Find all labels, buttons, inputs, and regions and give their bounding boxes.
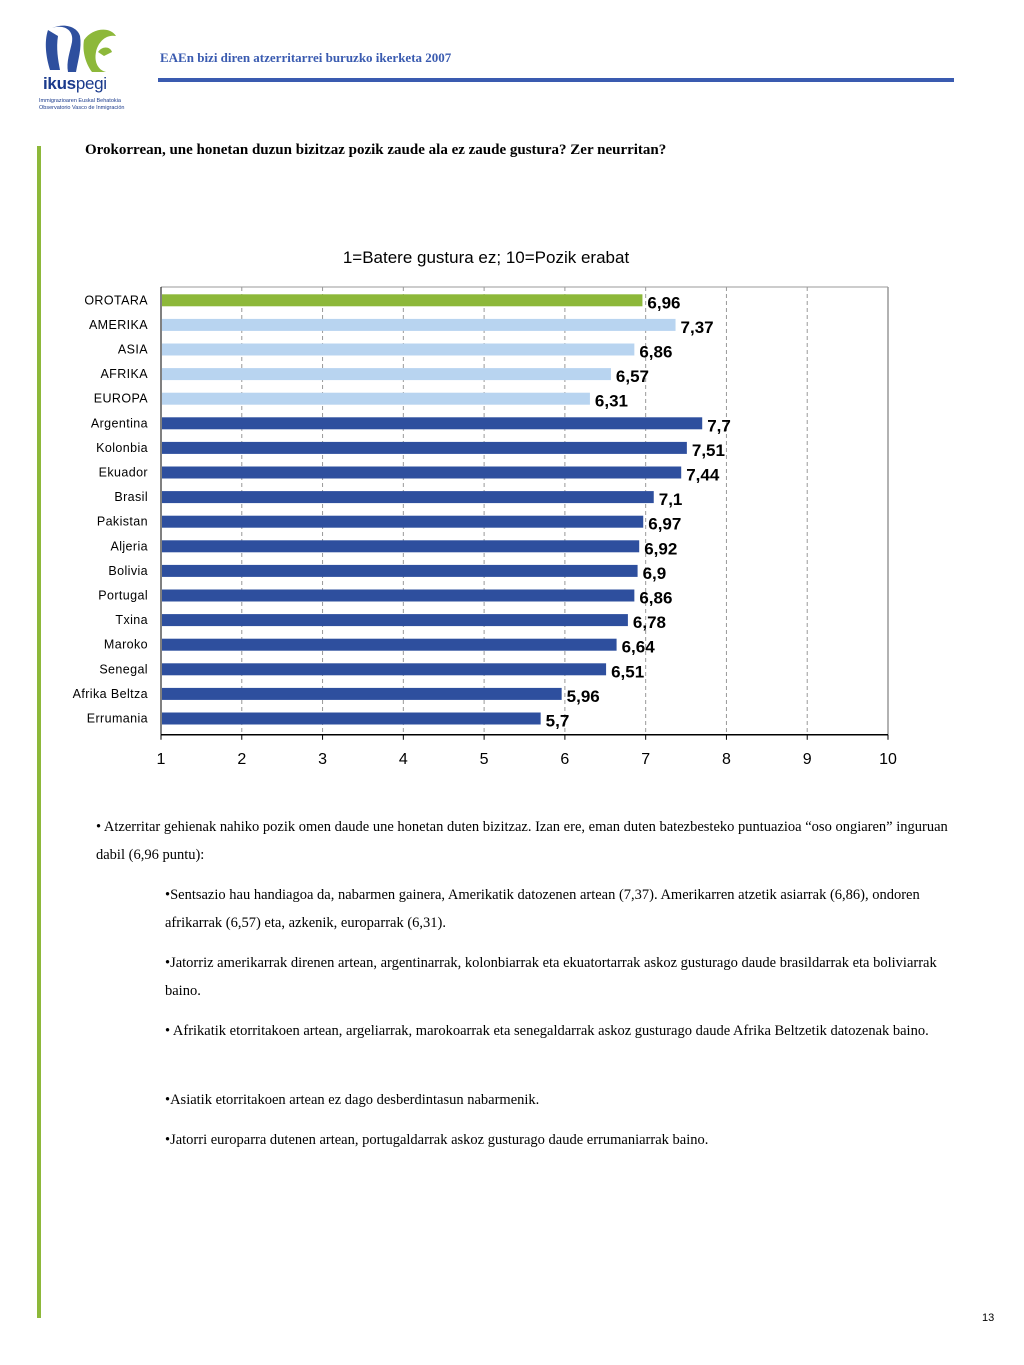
category-label: Bolivia bbox=[108, 564, 148, 578]
bar-europa bbox=[162, 392, 590, 405]
chart-title: 1=Batere gustura ez; 10=Pozik erabat bbox=[343, 248, 630, 267]
bar-aljeria bbox=[162, 540, 640, 553]
bar-afrika-beltza bbox=[162, 687, 562, 700]
x-tick-label: 2 bbox=[237, 751, 246, 768]
bar-portugal bbox=[162, 589, 635, 602]
bullet-america: •Sentsazio hau handiagoa da, nabarmen ga… bbox=[165, 887, 920, 931]
value-label: 7,37 bbox=[681, 318, 714, 337]
category-label: Txina bbox=[115, 613, 148, 627]
bar-orotara bbox=[162, 294, 643, 307]
survey-question: Orokorrean, une honetan duzun bizitzaz p… bbox=[85, 142, 667, 158]
bar-txina bbox=[162, 614, 628, 627]
category-label: Ekuador bbox=[99, 466, 148, 480]
logo-wordmark: ikuspegi bbox=[43, 74, 107, 93]
category-label: AFRIKA bbox=[100, 367, 148, 381]
category-label: Aljeria bbox=[110, 539, 148, 553]
bar-errumania bbox=[162, 712, 541, 725]
category-label: OROTARA bbox=[84, 293, 148, 307]
x-tick-label: 8 bbox=[722, 751, 731, 768]
x-tick-label: 5 bbox=[480, 751, 489, 768]
value-label: 6,31 bbox=[595, 392, 628, 411]
bar-asia bbox=[162, 343, 635, 356]
bar-amerika bbox=[162, 318, 676, 331]
value-label: 6,96 bbox=[647, 293, 680, 312]
bar-bolivia bbox=[162, 564, 638, 577]
x-tick-label: 4 bbox=[399, 751, 408, 768]
value-label: 6,86 bbox=[639, 589, 672, 608]
bar-senegal bbox=[162, 663, 607, 676]
category-label: Maroko bbox=[104, 638, 148, 652]
bar-brasil bbox=[162, 491, 654, 504]
category-label: ASIA bbox=[118, 343, 148, 357]
bar-kolonbia bbox=[162, 441, 687, 454]
x-tick-label: 10 bbox=[879, 751, 897, 768]
bar-pakistan bbox=[162, 515, 644, 528]
x-tick-label: 1 bbox=[157, 751, 166, 768]
header-title: EAEn bizi diren atzerritarrei buruzko ik… bbox=[160, 50, 452, 65]
satisfaction-bar-chart: 1=Batere gustura ez; 10=Pozik erabat 1 2 3 4… bbox=[73, 248, 897, 768]
x-tick-label: 9 bbox=[803, 751, 812, 768]
bar-maroko bbox=[162, 638, 617, 651]
category-label: AMERIKA bbox=[89, 318, 148, 332]
x-tick-label: 7 bbox=[641, 751, 650, 768]
x-tick-label: 3 bbox=[318, 751, 327, 768]
value-label: 6,97 bbox=[648, 515, 681, 534]
value-label: 5,7 bbox=[546, 712, 570, 731]
bar-argentina bbox=[162, 417, 703, 430]
value-label: 5,96 bbox=[567, 687, 600, 706]
bar-afrika bbox=[162, 368, 611, 381]
x-tick-label: 6 bbox=[560, 751, 569, 768]
logo-face-left-shape bbox=[45, 30, 60, 70]
value-label: 7,7 bbox=[707, 416, 731, 435]
value-label: 6,51 bbox=[611, 662, 644, 681]
value-label: 6,64 bbox=[622, 638, 656, 657]
value-label: 6,86 bbox=[639, 343, 672, 362]
category-label: Brasil bbox=[114, 490, 148, 504]
category-label: Errumania bbox=[87, 712, 148, 726]
category-label: Afrika Beltza bbox=[73, 687, 148, 701]
ikuspegi-logo bbox=[45, 25, 116, 72]
category-label: Argentina bbox=[91, 416, 148, 430]
logo-subtitle: Immigrazioaren Euskal Behatokia Observat… bbox=[39, 98, 125, 111]
header-rule bbox=[158, 78, 954, 82]
value-label: 6,57 bbox=[616, 367, 649, 386]
value-label: 6,78 bbox=[633, 613, 666, 632]
value-label: 7,51 bbox=[692, 441, 725, 460]
category-label: Portugal bbox=[98, 589, 148, 603]
bullet-american-origin: •Jatorriz amerikarrak direnen artean, ar… bbox=[165, 955, 937, 999]
bullet-europe: •Jatorri europarra dutenen artean, portu… bbox=[165, 1132, 709, 1148]
bullet-asia: •Asiatik etorritakoen artean ez dago des… bbox=[165, 1092, 540, 1108]
category-label: Senegal bbox=[99, 662, 148, 676]
logo-face-right-shape bbox=[83, 29, 116, 72]
left-margin-rule bbox=[37, 146, 41, 1318]
category-label: EUROPA bbox=[94, 392, 149, 406]
bar-ekuador bbox=[162, 466, 682, 479]
value-label: 6,92 bbox=[644, 539, 677, 558]
value-label: 7,44 bbox=[686, 466, 720, 485]
page-number: 13 bbox=[982, 1312, 995, 1324]
value-label: 7,1 bbox=[659, 490, 683, 509]
summary-paragraph: • Atzerritar gehienak nahiko pozik omen … bbox=[96, 819, 948, 863]
category-label: Pakistan bbox=[97, 515, 148, 529]
category-label: Kolonbia bbox=[96, 441, 148, 455]
value-label: 6,9 bbox=[643, 564, 667, 583]
bullet-africa: • Afrikatik etorritakoen artean, argelia… bbox=[165, 1023, 929, 1039]
